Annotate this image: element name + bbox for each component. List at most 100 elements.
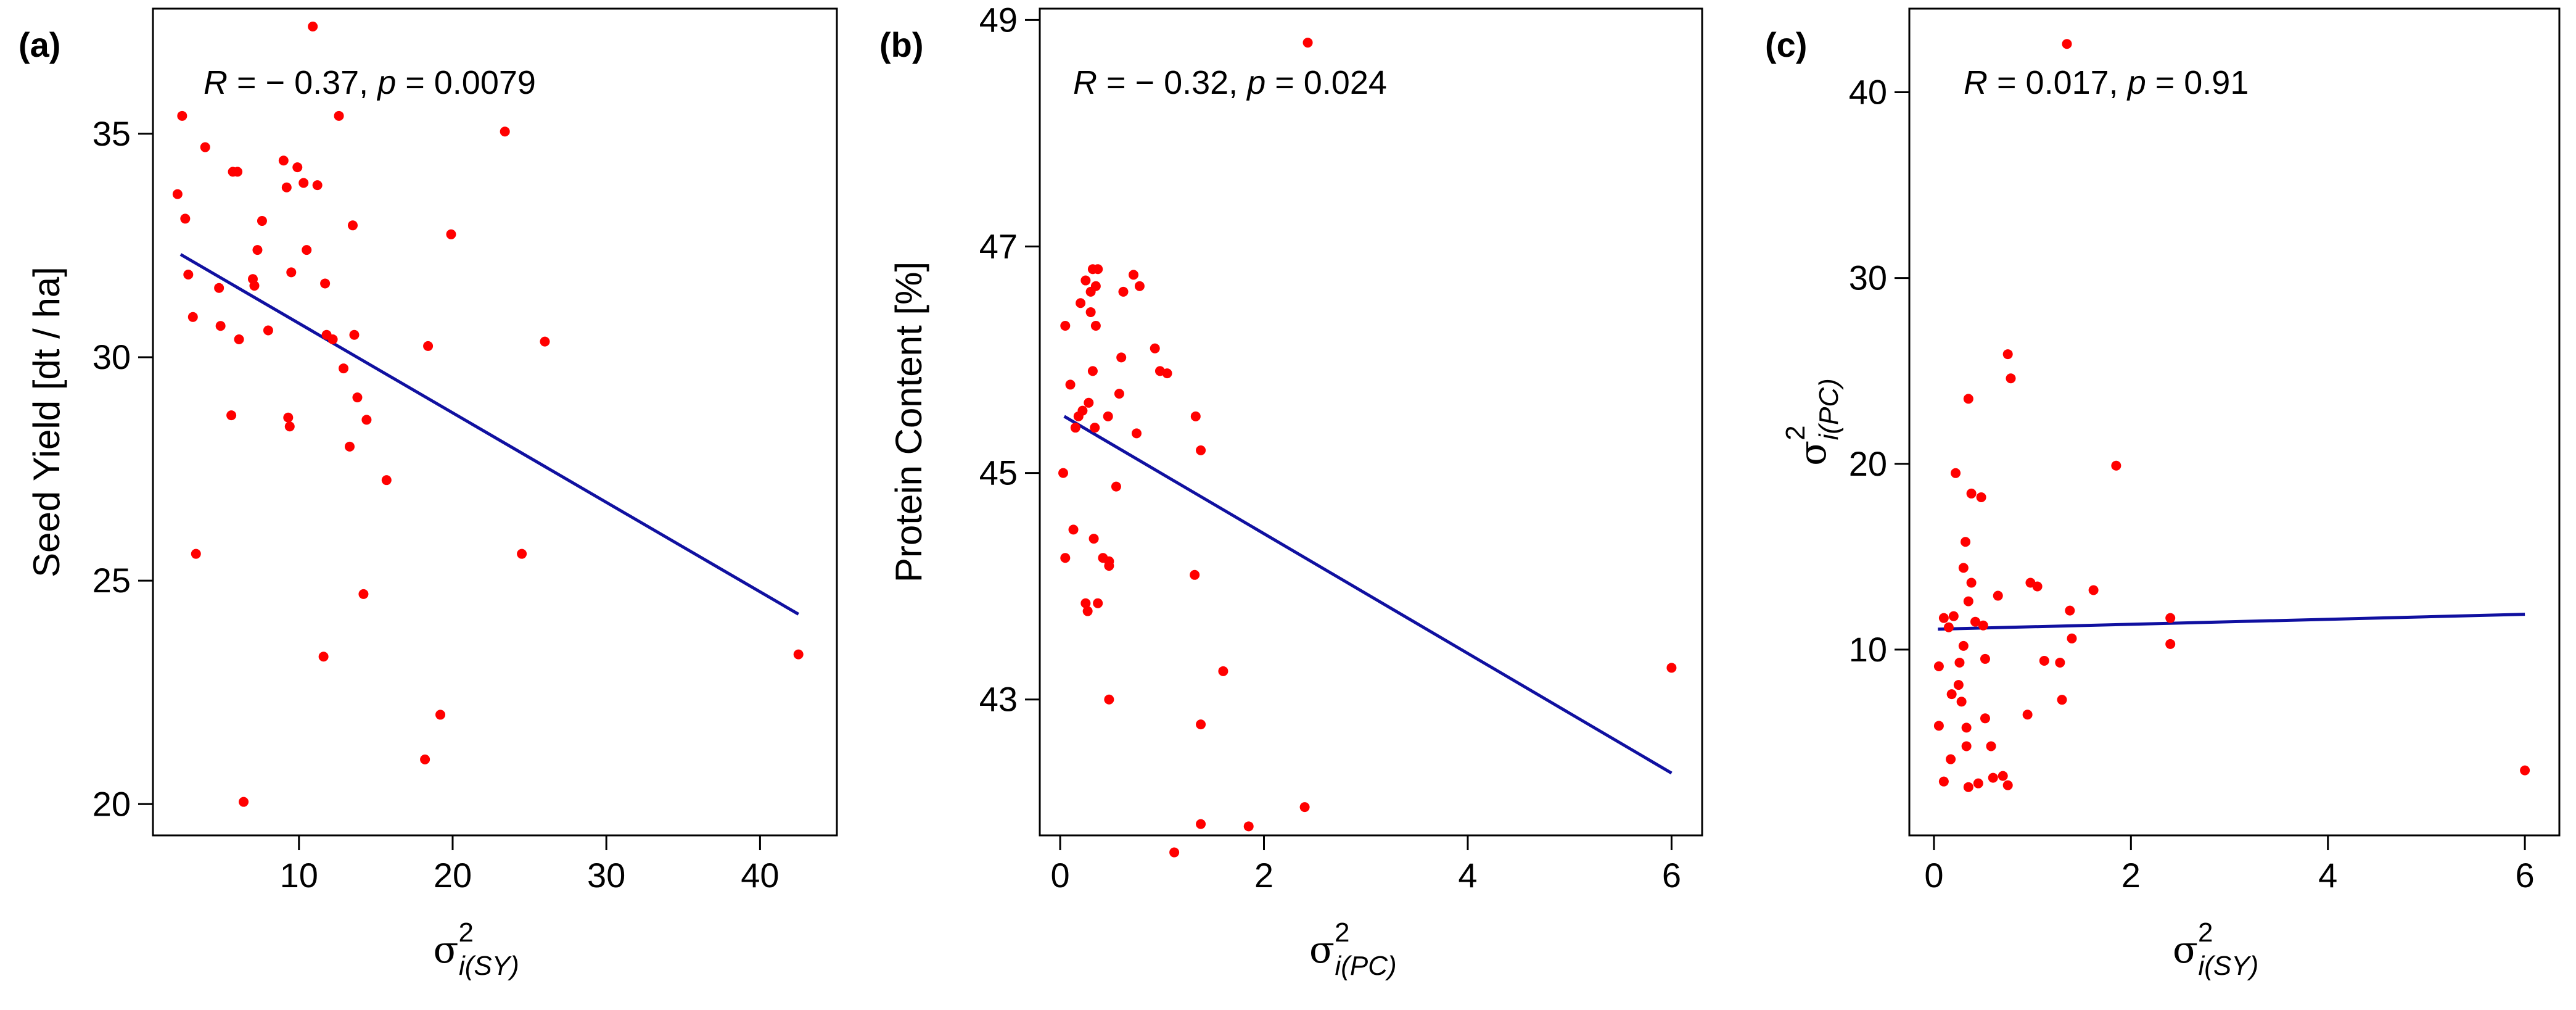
- x-axis-title: σ2 i(PC): [1309, 917, 1397, 981]
- data-point: [1077, 405, 1088, 416]
- data-point: [1116, 352, 1127, 363]
- data-point: [423, 341, 434, 351]
- annot-p-value: = 0.024: [1265, 64, 1387, 101]
- annot-r-value: = − 0.37,: [228, 64, 377, 101]
- y-tick-label: 40: [1849, 73, 1887, 112]
- data-point: [1103, 411, 1113, 421]
- data-point: [1946, 689, 1957, 700]
- data-point: [1218, 666, 1228, 676]
- x-tick-label: 6: [1662, 856, 1681, 895]
- data-point: [1966, 577, 1977, 588]
- x-axis-symbol: σ: [2173, 929, 2198, 972]
- data-point: [1190, 569, 1200, 580]
- y-tick-label: 10: [1849, 630, 1887, 669]
- data-point: [283, 412, 294, 423]
- data-point: [1090, 281, 1101, 291]
- data-point: [1087, 366, 1098, 376]
- y-tick-label: 20: [1849, 444, 1887, 483]
- data-point: [1070, 423, 1080, 433]
- data-point: [1961, 741, 1972, 751]
- y-tick-label: 43: [979, 680, 1018, 719]
- data-point: [1970, 616, 1980, 627]
- data-point: [1980, 713, 1990, 724]
- data-point: [2002, 349, 2013, 360]
- data-point: [381, 475, 392, 486]
- annot-p-value: = 0.91: [2146, 64, 2249, 101]
- data-point: [1169, 847, 1180, 858]
- x-axis-sup: 2: [458, 917, 473, 948]
- data-point: [2057, 695, 2067, 705]
- data-point: [1963, 596, 1973, 606]
- data-point: [257, 216, 267, 226]
- data-point: [1951, 468, 1961, 478]
- x-axis-title: σ2 i(SY): [434, 917, 519, 981]
- data-point: [2520, 765, 2530, 776]
- data-point: [232, 167, 243, 177]
- y-axis-sub: i(PC): [1814, 378, 1844, 440]
- data-point: [263, 325, 273, 336]
- data-point: [1953, 680, 1964, 690]
- data-point: [308, 21, 318, 31]
- data-point: [1080, 598, 1091, 608]
- data-point: [1963, 782, 1973, 792]
- y-axis-title: σ2 i(PC): [1780, 378, 1844, 466]
- data-point: [327, 334, 338, 344]
- x-axis-sub: i(PC): [1335, 951, 1396, 981]
- data-point: [284, 421, 295, 432]
- data-point: [2022, 710, 2033, 720]
- data-point: [1088, 534, 1099, 544]
- data-point: [234, 334, 244, 344]
- data-point: [793, 649, 804, 660]
- data-point: [1118, 286, 1129, 297]
- data-point: [1666, 663, 1677, 673]
- data-point: [1058, 468, 1069, 478]
- data-point: [1065, 379, 1076, 390]
- x-tick-label: 0: [1050, 856, 1069, 895]
- data-point: [344, 441, 355, 452]
- x-tick-label: 10: [280, 856, 318, 895]
- y-tick-label: 30: [93, 337, 131, 376]
- data-point: [215, 321, 226, 331]
- data-point: [1080, 275, 1091, 286]
- data-point: [180, 213, 191, 224]
- data-point: [2002, 780, 2013, 790]
- data-point: [200, 142, 210, 152]
- data-point: [278, 155, 289, 166]
- data-point: [1196, 819, 1206, 829]
- data-point: [1084, 397, 1094, 408]
- data-point: [214, 283, 224, 293]
- data-point: [1948, 611, 1959, 621]
- data-point: [1302, 38, 1313, 48]
- regression-line: [179, 253, 799, 616]
- data-point: [1196, 719, 1206, 730]
- annot-r-label: R: [1964, 64, 1988, 101]
- data-point: [1060, 320, 1071, 331]
- annot-p-label: p: [376, 64, 396, 101]
- data-point: [177, 110, 187, 121]
- x-tick-label: 4: [2318, 856, 2337, 895]
- data-point: [1134, 281, 1145, 291]
- data-point: [1938, 613, 1949, 623]
- annot-r-label: R: [204, 64, 228, 101]
- x-axis-sup: 2: [1335, 917, 1349, 948]
- data-point: [2032, 581, 2043, 592]
- y-axis-title: Protein Content [%]: [888, 262, 929, 582]
- data-point: [191, 548, 201, 559]
- data-point: [1299, 802, 1310, 813]
- annot-p-label: p: [2126, 64, 2146, 101]
- data-point: [1943, 622, 1954, 632]
- data-point: [2065, 605, 2075, 616]
- data-point: [1980, 653, 1990, 664]
- data-point: [339, 363, 349, 374]
- data-point: [2039, 655, 2049, 666]
- x-tick-label: 4: [1458, 856, 1477, 895]
- panel-label: (a): [19, 25, 60, 64]
- y-tick-label: 20: [93, 784, 131, 823]
- correlation-annotation: R = − 0.37, p = 0.0079: [204, 64, 536, 101]
- data-point: [281, 182, 292, 192]
- data-point: [1933, 661, 1944, 671]
- data-point: [2062, 39, 2072, 49]
